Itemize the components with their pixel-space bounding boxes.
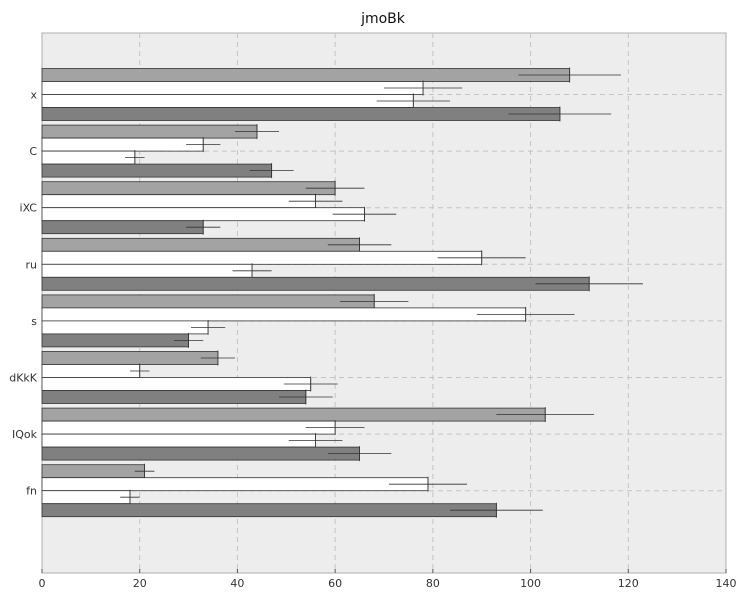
category-label: ru <box>26 258 38 271</box>
x-tick-label: 120 <box>618 577 639 590</box>
category-label: dKkK <box>9 372 38 385</box>
bar <box>41 320 209 335</box>
x-tick-label: 60 <box>328 577 342 590</box>
bar <box>41 307 527 322</box>
bar <box>41 124 258 139</box>
category-label: x <box>30 89 37 102</box>
bar <box>41 294 375 309</box>
bar <box>41 377 312 391</box>
bar <box>41 333 189 348</box>
bar <box>41 181 336 196</box>
category-label: s <box>31 315 37 328</box>
bar <box>41 407 546 422</box>
bar <box>41 263 253 278</box>
x-tick-label: 100 <box>520 577 541 590</box>
bar <box>41 276 590 291</box>
bar <box>41 207 365 222</box>
x-tick-label: 80 <box>426 577 440 590</box>
bar <box>41 68 571 82</box>
bar <box>41 390 307 404</box>
bar <box>41 94 414 108</box>
bar <box>41 137 204 152</box>
bar <box>41 250 483 265</box>
chart-title: jmoBk <box>360 11 406 27</box>
bar <box>41 364 141 378</box>
bar <box>41 433 317 448</box>
bar <box>41 107 561 121</box>
category-label: fn <box>26 485 37 498</box>
bar <box>41 220 204 235</box>
bar <box>41 237 360 252</box>
bar <box>41 420 336 435</box>
x-tick-label: 140 <box>716 577 737 590</box>
bar <box>41 81 424 95</box>
x-tick-label: 40 <box>230 577 244 590</box>
category-label: C <box>29 145 37 158</box>
bar <box>41 163 273 178</box>
category-label: iXC <box>20 202 38 215</box>
bar <box>41 477 429 492</box>
bar <box>41 194 317 209</box>
bar <box>41 150 136 165</box>
x-tick-label: 20 <box>133 577 147 590</box>
bar <box>41 351 219 365</box>
bar <box>41 446 360 461</box>
bar <box>41 490 131 505</box>
bar <box>41 464 145 479</box>
bar <box>41 503 497 518</box>
x-tick-label: 0 <box>39 577 46 590</box>
category-label: IQok <box>12 428 38 441</box>
